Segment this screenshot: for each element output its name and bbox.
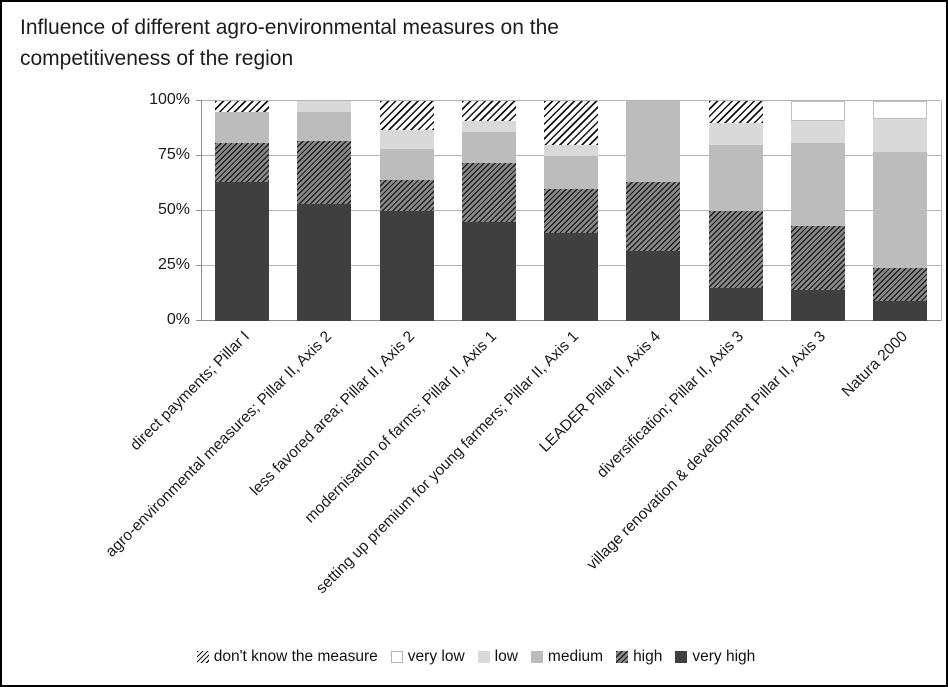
legend-item: very high <box>675 648 755 666</box>
axis-tick <box>196 155 202 156</box>
bar <box>297 101 352 321</box>
bar-segment-high <box>790 226 845 291</box>
legend-swatch-dont_know <box>196 651 209 663</box>
bar-segment-medium <box>873 151 927 269</box>
bar-segment-medium <box>379 149 434 181</box>
legend-item: very low <box>390 648 465 666</box>
bar-segment-high <box>461 162 516 222</box>
bar-segment-very_high <box>379 211 434 321</box>
y-axis-label: 75% <box>157 146 190 163</box>
bar <box>873 101 927 321</box>
legend-label: low <box>494 648 518 665</box>
bar <box>626 101 681 321</box>
bar-segment-low <box>708 123 763 145</box>
legend-swatch-very_high <box>675 651 688 663</box>
bar-segment-high <box>626 182 681 251</box>
legend-label: medium <box>547 648 604 665</box>
legend-swatch-medium <box>530 651 543 663</box>
bar-segment-low <box>461 120 516 132</box>
plot-area <box>196 100 942 321</box>
bar-segment-dont_know <box>215 101 269 113</box>
bar-segment-very_high <box>215 182 269 321</box>
bar-segment-medium <box>708 145 763 211</box>
bar-segment-very_high <box>626 250 681 321</box>
y-axis-label: 100% <box>149 91 190 108</box>
legend-label: high <box>633 648 663 665</box>
x-axis-label: LEADER Pillar II, Axis 4 <box>536 328 665 456</box>
bar-segment-very_low <box>873 101 927 119</box>
x-axis-label: Natura 2000 <box>838 328 912 401</box>
bar-segment-medium <box>626 101 681 183</box>
legend-swatch-very_low <box>390 651 403 663</box>
bar <box>708 101 763 321</box>
bar-segment-very_high <box>461 222 516 321</box>
legend-label: very high <box>692 648 756 665</box>
gridline <box>202 100 941 101</box>
legend: don't know the measure very low low medium h… <box>2 648 946 666</box>
bar-segment-medium <box>297 112 352 141</box>
y-axis-label: 0% <box>166 311 190 328</box>
legend-swatch-high <box>616 651 629 663</box>
y-axis-label: 25% <box>157 256 190 273</box>
bar <box>461 101 516 321</box>
bar-segment-dont_know <box>461 101 516 121</box>
bar <box>379 101 434 321</box>
bar-segment-very_low <box>790 101 845 121</box>
bar-segment-very_high <box>297 204 352 321</box>
x-axis-label: less favored area; Pillar II, Axis 2 <box>246 328 418 500</box>
legend-swatch-low <box>477 651 490 663</box>
bar <box>790 101 845 321</box>
x-axis-label: setting up premium for young farmers; Pi… <box>312 328 583 598</box>
x-axis-label: diversification; Pillar II, Axis 3 <box>593 328 747 482</box>
legend-item: don't know the measure <box>196 648 378 666</box>
x-axis-label: village renovation & development Pillar … <box>583 328 829 574</box>
x-axis-label: modernisation of farms; Pillar II, Axis … <box>301 328 500 527</box>
bar-segment-very_high <box>790 290 845 321</box>
legend-item: low <box>477 648 518 666</box>
bar-segment-high <box>708 211 763 288</box>
bar-segment-high <box>215 142 269 183</box>
legend-item: medium <box>530 648 604 666</box>
bar-segment-high <box>544 189 598 233</box>
axis-tick <box>196 100 202 101</box>
bar-segment-high <box>379 180 434 211</box>
bar-segment-very_high <box>873 301 927 321</box>
bar-segment-low <box>790 120 845 143</box>
bar-segment-medium <box>461 131 516 163</box>
bar-segment-medium <box>790 142 845 227</box>
axis-tick <box>196 320 202 321</box>
bar-segment-very_high <box>544 233 598 321</box>
bar-segment-low <box>544 145 598 156</box>
chart-title: Influence of different agro-environmenta… <box>20 12 680 74</box>
bar-segment-medium <box>215 112 269 143</box>
bar-segment-very_high <box>708 288 763 321</box>
axis-tick <box>196 265 202 266</box>
bar-segment-low <box>297 101 352 113</box>
bar <box>544 101 598 321</box>
bar-segment-dont_know <box>708 101 763 123</box>
legend-label: don't know the measure <box>213 648 378 665</box>
chart-title-line2: competitiveness of the region <box>20 47 294 70</box>
bar-segment-dont_know <box>379 101 434 130</box>
chart-title-line1: Influence of different agro-environmenta… <box>20 16 559 39</box>
legend-item: high <box>616 648 662 666</box>
bar <box>215 101 269 321</box>
bar-segment-medium <box>544 156 598 189</box>
bar-segment-low <box>379 129 434 150</box>
bar-segment-high <box>873 268 927 302</box>
bar-segment-low <box>873 118 927 152</box>
x-axis-label: agro-environmental measures; Pillar II, … <box>102 328 336 561</box>
bar-segment-high <box>297 140 352 205</box>
y-axis-label: 50% <box>157 201 190 218</box>
axis-tick <box>196 210 202 211</box>
bar-segment-dont_know <box>544 101 598 145</box>
legend-label: very low <box>407 648 465 665</box>
